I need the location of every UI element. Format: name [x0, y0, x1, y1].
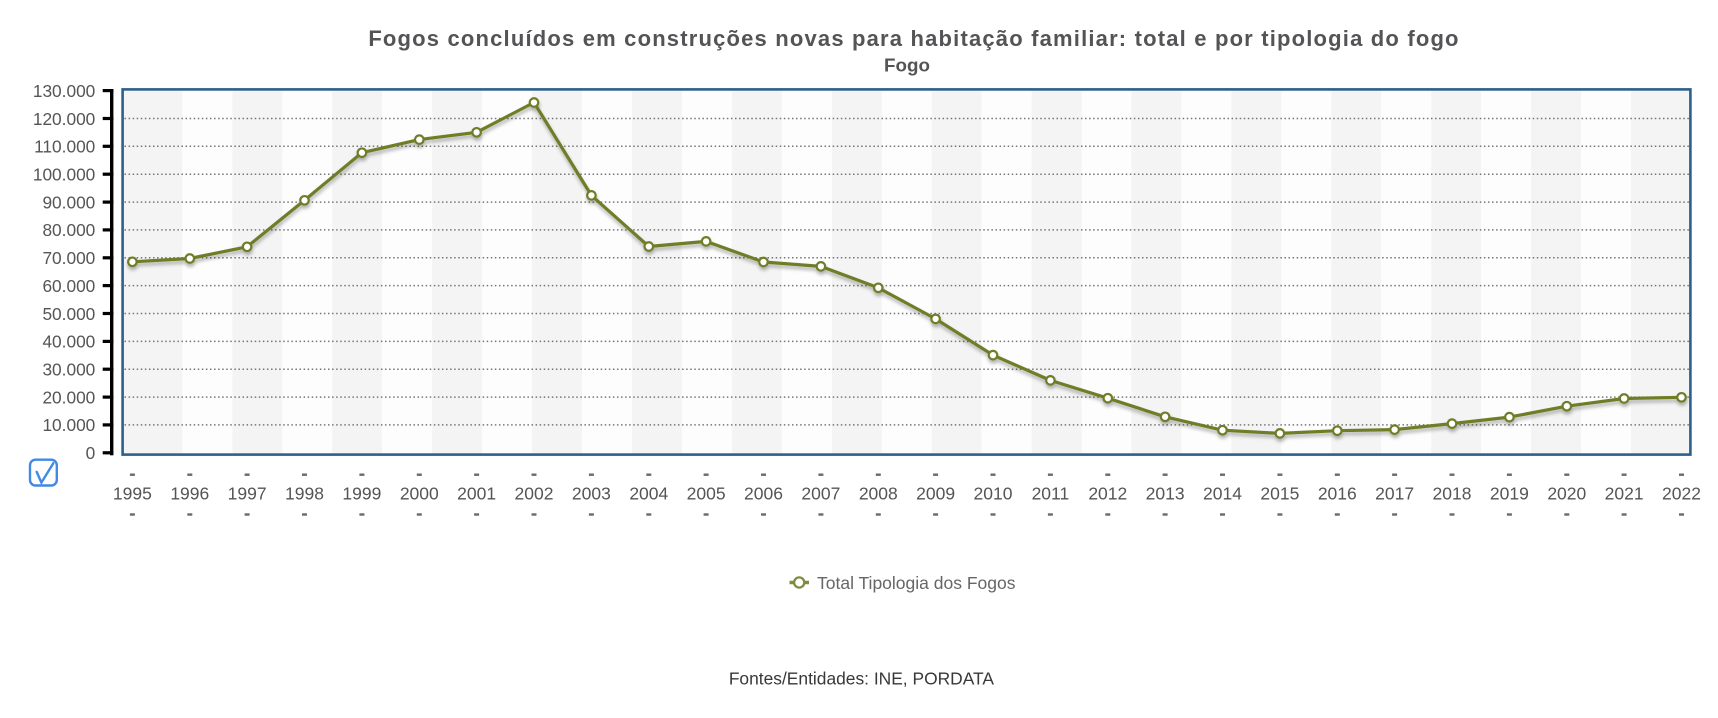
svg-text:2001: 2001	[457, 484, 496, 504]
svg-text:1997: 1997	[228, 484, 267, 504]
svg-text:2014: 2014	[1203, 484, 1242, 504]
svg-text:2017: 2017	[1375, 484, 1414, 504]
svg-text:2013: 2013	[1146, 484, 1185, 504]
svg-text:Fontes/Entidades: INE, PORDATA: Fontes/Entidades: INE, PORDATA	[729, 668, 995, 688]
svg-text:1999: 1999	[342, 484, 381, 504]
svg-text:2008: 2008	[859, 484, 898, 504]
svg-text:Fogo: Fogo	[884, 55, 930, 76]
svg-text:2012: 2012	[1088, 484, 1127, 504]
svg-text:1998: 1998	[285, 484, 324, 504]
svg-text:120.000: 120.000	[33, 109, 95, 129]
svg-text:2003: 2003	[572, 484, 611, 504]
svg-text:130.000: 130.000	[33, 81, 95, 101]
svg-text:2006: 2006	[744, 484, 783, 504]
svg-text:Total Tipologia dos Fogos: Total Tipologia dos Fogos	[817, 573, 1016, 593]
svg-text:90.000: 90.000	[42, 192, 95, 212]
svg-text:10.000: 10.000	[42, 415, 95, 435]
svg-text:2015: 2015	[1260, 484, 1299, 504]
svg-text:2022: 2022	[1662, 484, 1701, 504]
svg-text:2020: 2020	[1547, 484, 1586, 504]
svg-text:1996: 1996	[170, 484, 209, 504]
svg-text:40.000: 40.000	[42, 332, 95, 352]
svg-text:100.000: 100.000	[33, 165, 95, 185]
svg-text:2007: 2007	[801, 484, 840, 504]
svg-text:2002: 2002	[515, 484, 554, 504]
svg-text:110.000: 110.000	[34, 137, 95, 157]
svg-text:Fogos concluídos em construçõe: Fogos concluídos em construções novas pa…	[368, 26, 1459, 51]
svg-text:2010: 2010	[974, 484, 1013, 504]
svg-text:0: 0	[86, 443, 96, 463]
svg-text:2018: 2018	[1433, 484, 1472, 504]
svg-text:2004: 2004	[629, 484, 668, 504]
svg-text:30.000: 30.000	[42, 360, 95, 380]
svg-text:2016: 2016	[1318, 484, 1357, 504]
svg-text:2000: 2000	[400, 484, 439, 504]
svg-text:2005: 2005	[687, 484, 726, 504]
svg-text:2011: 2011	[1032, 484, 1070, 504]
svg-text:70.000: 70.000	[42, 248, 95, 268]
svg-text:2009: 2009	[916, 484, 955, 504]
svg-text:50.000: 50.000	[42, 304, 95, 324]
svg-text:2019: 2019	[1490, 484, 1529, 504]
svg-text:60.000: 60.000	[42, 276, 95, 296]
svg-text:20.000: 20.000	[42, 387, 95, 407]
svg-text:2021: 2021	[1605, 484, 1644, 504]
svg-text:1995: 1995	[113, 484, 152, 504]
svg-text:80.000: 80.000	[42, 220, 95, 240]
